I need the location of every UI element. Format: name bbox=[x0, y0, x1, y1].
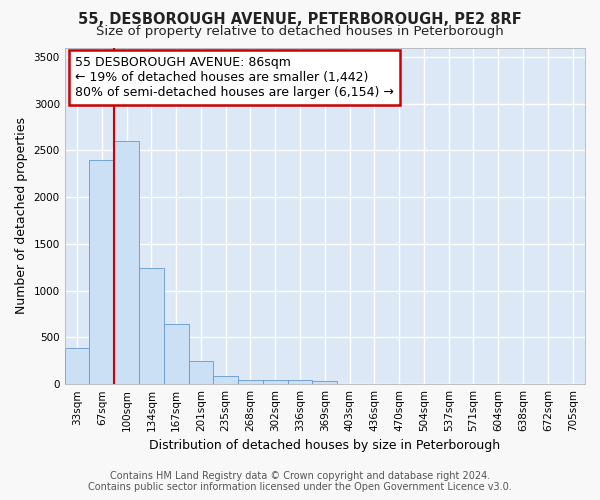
Bar bbox=[114, 141, 139, 384]
Bar bbox=[164, 324, 188, 384]
Bar bbox=[214, 376, 238, 384]
Bar bbox=[89, 160, 114, 384]
Bar bbox=[287, 380, 313, 384]
Text: 55 DESBOROUGH AVENUE: 86sqm
← 19% of detached houses are smaller (1,442)
80% of : 55 DESBOROUGH AVENUE: 86sqm ← 19% of det… bbox=[75, 56, 394, 99]
Text: Size of property relative to detached houses in Peterborough: Size of property relative to detached ho… bbox=[96, 25, 504, 38]
Bar bbox=[139, 268, 164, 384]
Bar bbox=[313, 381, 337, 384]
Bar bbox=[238, 380, 263, 384]
Y-axis label: Number of detached properties: Number of detached properties bbox=[15, 118, 28, 314]
Bar bbox=[263, 380, 287, 384]
Bar bbox=[188, 361, 214, 384]
X-axis label: Distribution of detached houses by size in Peterborough: Distribution of detached houses by size … bbox=[149, 440, 500, 452]
Bar bbox=[65, 348, 89, 384]
Text: Contains HM Land Registry data © Crown copyright and database right 2024.
Contai: Contains HM Land Registry data © Crown c… bbox=[88, 471, 512, 492]
Text: 55, DESBOROUGH AVENUE, PETERBOROUGH, PE2 8RF: 55, DESBOROUGH AVENUE, PETERBOROUGH, PE2… bbox=[78, 12, 522, 28]
